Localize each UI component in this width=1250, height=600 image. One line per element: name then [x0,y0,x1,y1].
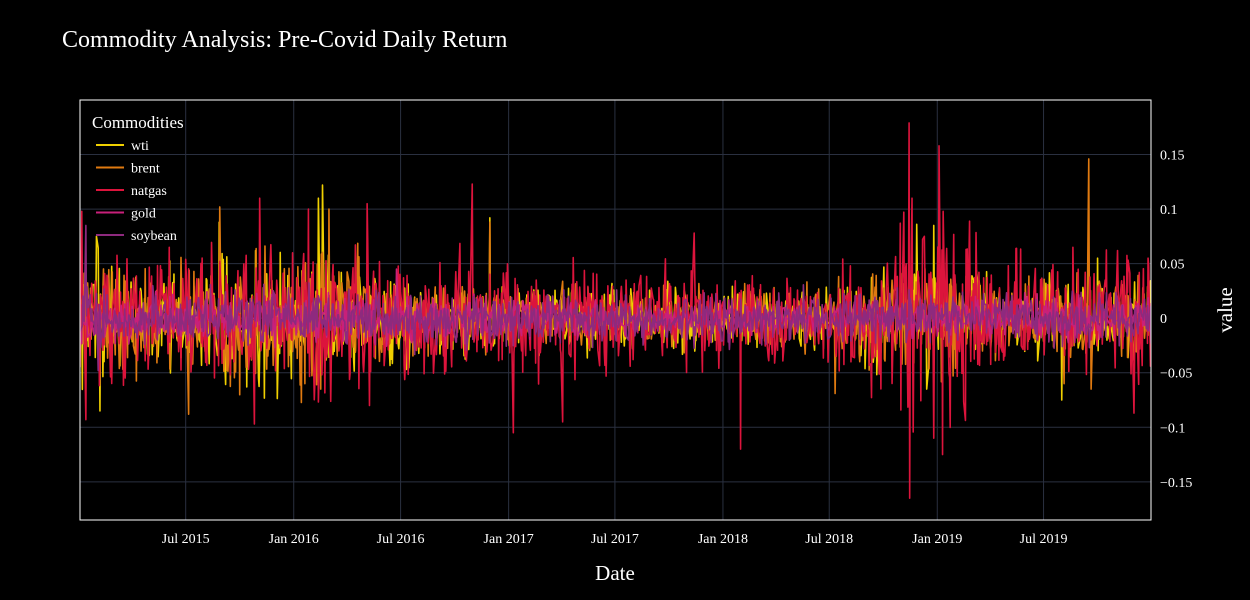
x-tick-label: Jul 2018 [805,532,853,547]
x-tick-label: Jan 2016 [269,532,319,547]
legend: Commodities wti brent natgas gold soybean [92,113,184,244]
gridlines [80,100,1151,520]
legend-label-gold[interactable]: gold [131,207,156,222]
legend-label-soybean[interactable]: soybean [131,229,177,244]
legend-label-natgas[interactable]: natgas [131,184,167,199]
series-lines [80,122,1151,499]
y-tick-label: 0.05 [1160,258,1185,273]
legend-label-wti[interactable]: wti [131,139,149,154]
legend-title: Commodities [92,113,184,132]
x-axis-ticks: Jul 2015 Jan 2016 Jul 2016 Jan 2017 Jul 2017… [162,532,1068,547]
y-tick-label: −0.05 [1160,367,1192,382]
x-tick-label: Jul 2017 [591,532,639,547]
legend-label-brent[interactable]: brent [131,162,160,177]
y-tick-label: 0 [1160,312,1167,327]
series-line-soybean [80,224,1151,372]
y-axis-ticks: 0.15 0.1 0.05 0 −0.05 −0.1 −0.15 [1160,149,1192,491]
x-tick-label: Jul 2019 [1020,532,1068,547]
y-tick-label: −0.1 [1160,421,1185,436]
x-tick-label: Jul 2015 [162,532,210,547]
y-tick-label: 0.1 [1160,203,1178,218]
chart-title: Commodity Analysis: Pre-Covid Daily Retu… [62,27,508,53]
x-axis-title: Date [595,561,635,585]
plot-area-border [79,99,1152,521]
y-tick-label: −0.15 [1160,476,1192,491]
y-axis-title: value [1213,287,1237,332]
x-tick-label: Jan 2017 [484,532,534,547]
y-tick-label: 0.15 [1160,149,1185,164]
x-tick-label: Jan 2019 [912,532,962,547]
x-tick-label: Jul 2016 [377,532,425,547]
x-tick-label: Jan 2018 [698,532,748,547]
